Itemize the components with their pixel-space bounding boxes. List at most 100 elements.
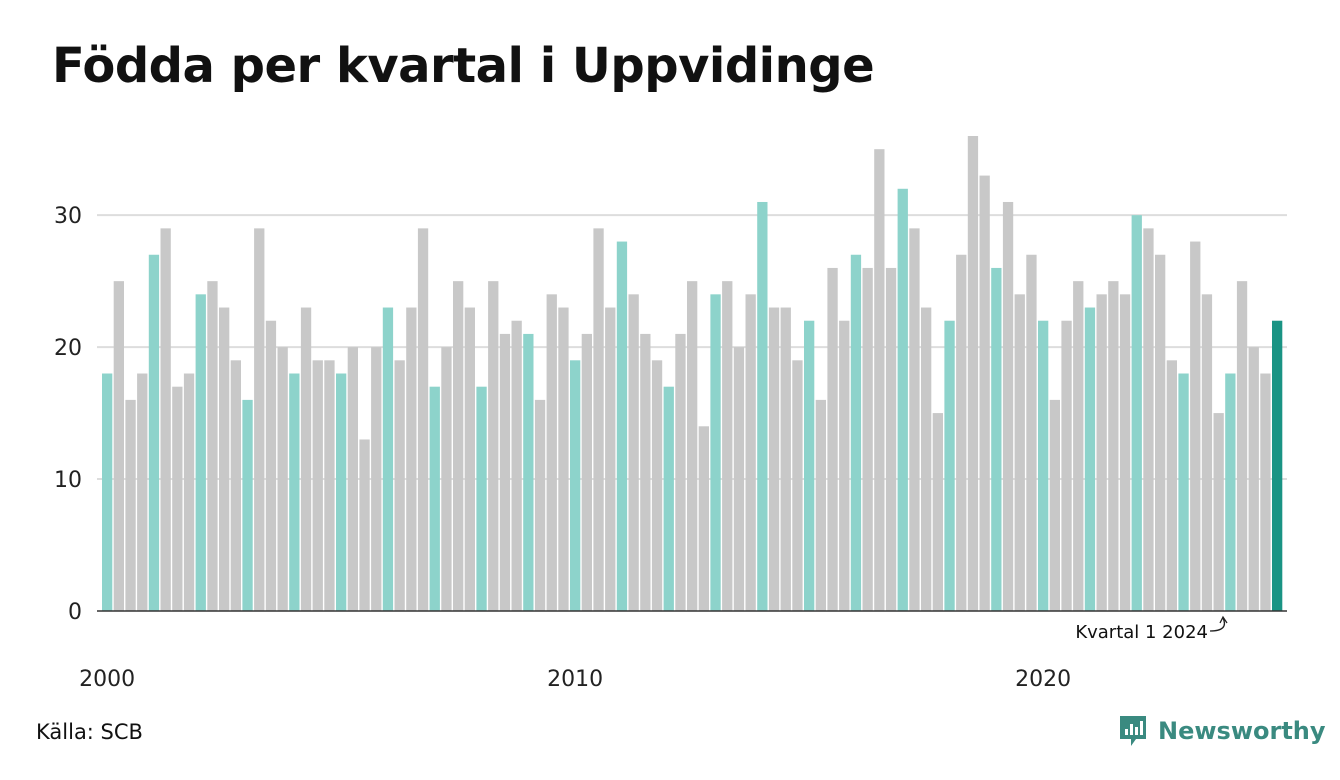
bar — [488, 281, 499, 611]
bar — [581, 333, 592, 611]
x-tick-label: 2020 — [1015, 667, 1071, 692]
bar — [1272, 320, 1283, 611]
bar — [1002, 201, 1014, 611]
bars — [102, 136, 1283, 612]
bar — [394, 360, 405, 611]
bar — [499, 333, 511, 611]
bar — [1155, 254, 1166, 611]
bar — [885, 267, 897, 611]
x-tick-label: 2010 — [547, 667, 603, 692]
bar — [464, 307, 475, 611]
bar — [1178, 373, 1189, 611]
bar — [1260, 373, 1271, 611]
bar — [874, 149, 885, 611]
bar — [336, 373, 347, 611]
bar — [417, 228, 429, 612]
bar — [1225, 373, 1236, 611]
bar — [1201, 294, 1213, 611]
bar — [909, 228, 920, 612]
bar — [1084, 307, 1096, 611]
bar — [1131, 215, 1142, 612]
bar — [172, 386, 183, 611]
brand: Newsworthy — [1118, 714, 1326, 748]
brand-name: Newsworthy — [1158, 717, 1326, 745]
bar — [921, 307, 932, 611]
bar — [1236, 281, 1248, 611]
bar — [651, 360, 663, 611]
bar — [862, 267, 873, 611]
bar — [453, 281, 464, 611]
bar — [1248, 347, 1259, 611]
chart-title: Födda per kvartal i Uppvidinge — [52, 38, 875, 94]
bar — [745, 294, 756, 611]
bar — [1096, 294, 1107, 611]
bar — [113, 281, 124, 611]
bar — [839, 320, 850, 611]
bar — [207, 281, 218, 611]
bar — [300, 307, 312, 611]
bar — [570, 360, 581, 611]
bar — [605, 307, 616, 611]
bar — [324, 360, 335, 611]
bar — [125, 399, 136, 611]
bar — [780, 307, 791, 611]
bar — [347, 347, 358, 611]
bar — [663, 386, 674, 611]
source-note: Källa: SCB — [36, 720, 143, 744]
bar — [722, 281, 733, 611]
bar — [160, 228, 171, 612]
bar — [558, 307, 569, 611]
annotation-arrow — [1209, 615, 1228, 632]
bar — [254, 228, 265, 612]
bar — [628, 294, 639, 611]
bar — [967, 136, 979, 611]
bar — [675, 333, 686, 611]
bar — [956, 254, 967, 611]
bar — [991, 267, 1002, 611]
bar — [1119, 294, 1131, 611]
bar — [219, 307, 230, 611]
bar — [382, 307, 394, 611]
bar — [441, 347, 452, 611]
bar — [1061, 320, 1072, 611]
bar — [757, 201, 768, 611]
bar — [312, 360, 323, 611]
x-tick-label: 2000 — [79, 667, 135, 692]
y-tick-label: 10 — [54, 468, 82, 493]
bar — [1108, 281, 1119, 611]
latest-annotation: Kvartal 1 2024 — [1075, 615, 1228, 643]
y-tick-label: 0 — [68, 600, 82, 625]
bar — [265, 320, 277, 611]
bar — [406, 307, 417, 611]
bar — [429, 386, 440, 611]
bar — [476, 386, 487, 611]
bar — [640, 333, 651, 611]
bar — [1038, 320, 1049, 611]
bar — [850, 254, 862, 611]
bar — [1026, 254, 1037, 611]
bar — [359, 439, 370, 611]
bar — [523, 333, 534, 611]
bar — [277, 347, 288, 611]
bar — [148, 254, 160, 611]
bar — [710, 294, 721, 611]
bar — [371, 347, 382, 611]
bar — [804, 320, 815, 611]
y-axis-ticks: 0 10 20 30 — [54, 204, 82, 625]
y-tick-label: 20 — [54, 336, 82, 361]
bar — [534, 399, 546, 611]
bar — [1014, 294, 1025, 611]
newsworthy-logo-icon — [1120, 716, 1146, 746]
bar — [546, 294, 557, 611]
bar — [932, 413, 943, 611]
bar — [687, 281, 698, 611]
bar — [195, 294, 206, 611]
bar — [183, 373, 195, 611]
bar — [827, 267, 838, 611]
bar — [733, 347, 745, 611]
bar — [897, 188, 908, 611]
bar — [593, 228, 604, 612]
bar — [289, 373, 300, 611]
bar — [815, 399, 826, 611]
bar — [768, 307, 780, 611]
